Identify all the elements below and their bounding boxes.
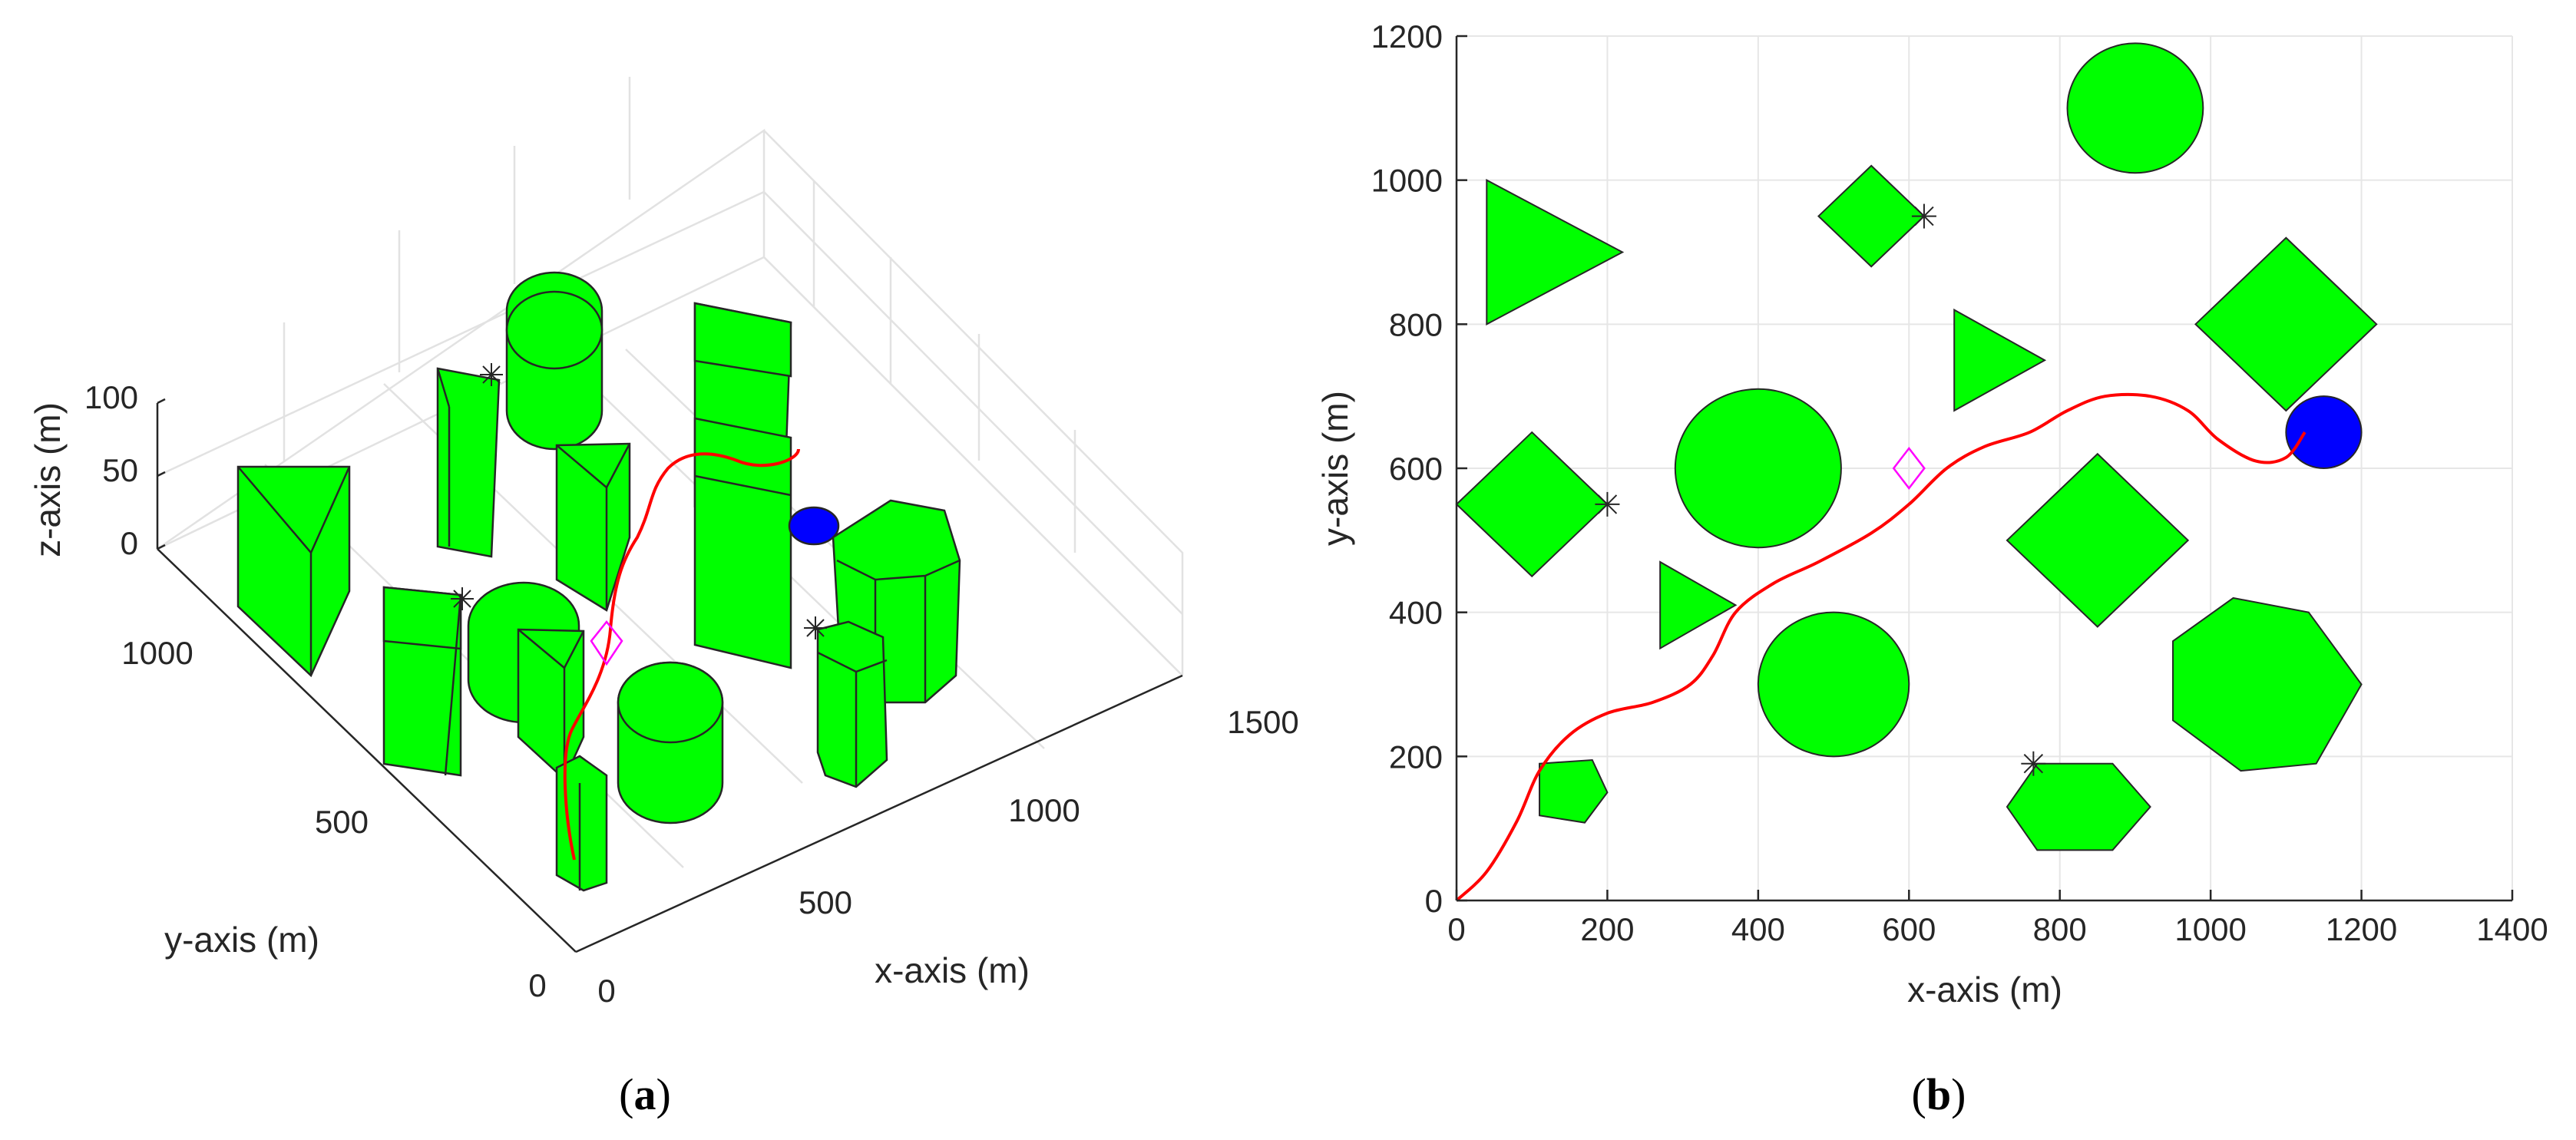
x-tick-label: 600 bbox=[1882, 911, 1936, 947]
x-tick-labels-3d: 0 500 1000 1500 bbox=[597, 704, 1298, 1009]
obstacle-polygon bbox=[2006, 452, 2190, 628]
obstacle-circle bbox=[1674, 388, 1842, 549]
obstacle-polygon bbox=[2006, 762, 2151, 851]
obstacle-polygon bbox=[1486, 179, 1625, 325]
target-circle bbox=[2285, 395, 2363, 469]
obstacle-polygon bbox=[2172, 596, 2363, 772]
x-tick-label: 800 bbox=[2033, 911, 2087, 947]
x-tick-label: 1000 bbox=[2174, 911, 2246, 947]
z-tick-labels-3d: 0 50 100 bbox=[84, 379, 138, 561]
obstacle-polygon bbox=[1817, 164, 1926, 268]
y-tick-label: 0 bbox=[1425, 883, 1443, 919]
x-axis-label-2d: x-axis (m) bbox=[1907, 970, 2062, 1009]
axes-2d bbox=[1455, 35, 2514, 902]
star-marker bbox=[1911, 203, 1936, 229]
path-3d bbox=[563, 448, 800, 861]
x-tick-labels-2d: 0 200 400 600 800 1000 1200 1400 bbox=[1447, 911, 2548, 947]
obstacle-circle bbox=[2066, 42, 2204, 174]
path-2d bbox=[1455, 392, 2306, 902]
waypoint-3d-marker bbox=[590, 620, 623, 666]
x-tick-3d: 0 bbox=[597, 973, 615, 1009]
star-stroke bbox=[2023, 754, 2044, 774]
y-axis-label-3d: y-axis (m) bbox=[164, 920, 319, 960]
x-tick-label: 400 bbox=[1731, 911, 1785, 947]
panel-b-2d-chart: 0 200 400 600 800 1000 1200 1400 0 200 400 600 800 1… bbox=[1315, 18, 2548, 1119]
y-tick-label: 600 bbox=[1389, 451, 1443, 487]
obstacle-polygon bbox=[1953, 308, 2047, 412]
y-tick-label: 800 bbox=[1389, 306, 1443, 342]
x-tick-3d: 500 bbox=[799, 884, 852, 920]
x-axis-label-3d: x-axis (m) bbox=[875, 950, 1030, 990]
caption-a: (a) bbox=[619, 1069, 671, 1119]
obstacle-polygon bbox=[1455, 431, 1609, 578]
waypoint-marker bbox=[1892, 446, 1926, 491]
z-tick-3d: 100 bbox=[84, 379, 138, 415]
x-tick-label: 1200 bbox=[2326, 911, 2397, 947]
obstacle-polygon bbox=[2194, 236, 2378, 412]
y-axis-label-2d: y-axis (m) bbox=[1315, 391, 1355, 546]
y-tick-label: 1200 bbox=[1371, 18, 1443, 55]
y-tick-label: 1000 bbox=[1371, 163, 1443, 199]
obstacles-3d bbox=[236, 271, 961, 892]
y-tick-3d: 1000 bbox=[121, 635, 193, 671]
star-stroke bbox=[1597, 494, 1618, 514]
x-tick-label: 1400 bbox=[2476, 911, 2548, 947]
star-stroke bbox=[1914, 206, 1934, 226]
y-tick-label: 200 bbox=[1389, 739, 1443, 775]
y-tick-labels-2d: 0 200 400 600 800 1000 1200 bbox=[1371, 18, 1443, 919]
y-tick-label: 400 bbox=[1389, 595, 1443, 631]
x-tick-3d: 1000 bbox=[1008, 792, 1080, 828]
markers-2d bbox=[1595, 203, 2046, 776]
y-tick-3d: 500 bbox=[315, 804, 369, 840]
axes-3d bbox=[156, 398, 1183, 953]
z-tick-3d: 50 bbox=[102, 452, 138, 488]
star-markers-3d bbox=[451, 363, 827, 639]
panel-a-3d-chart: 0 500 1000 1500 0 500 1000 0 50 100 x-ax… bbox=[28, 77, 1299, 1119]
obstacle-polygon bbox=[1659, 560, 1738, 650]
x-tick-label: 0 bbox=[1447, 911, 1465, 947]
z-axis-label-3d: z-axis (m) bbox=[28, 402, 68, 557]
x-tick-label: 200 bbox=[1580, 911, 1634, 947]
y-tick-3d: 0 bbox=[528, 967, 546, 1003]
obstacle-polygon bbox=[1539, 758, 1609, 824]
obstacle-circle bbox=[1757, 611, 1910, 758]
obstacles-2d bbox=[1455, 42, 2378, 851]
path-line bbox=[1455, 392, 2306, 902]
x-tick-3d: 1500 bbox=[1227, 704, 1298, 740]
star-marker bbox=[1595, 491, 1620, 517]
y-tick-labels-3d: 0 500 1000 bbox=[121, 635, 546, 1003]
z-tick-3d: 0 bbox=[121, 525, 138, 561]
star-marker bbox=[2021, 751, 2046, 776]
caption-b: (b) bbox=[1912, 1069, 1966, 1119]
